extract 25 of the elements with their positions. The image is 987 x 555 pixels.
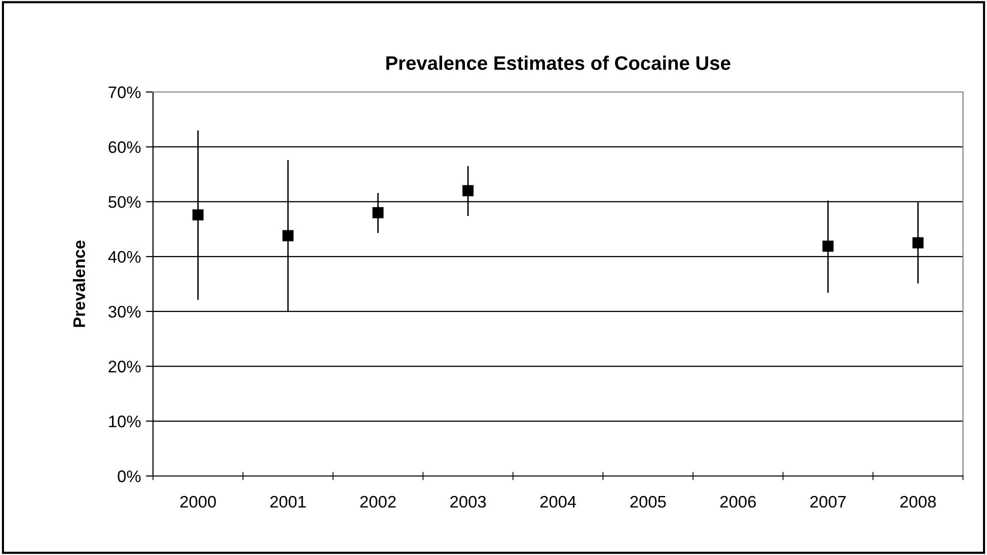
point (372, 207, 384, 218)
y-tick-label: 30% (108, 306, 141, 318)
x-tick-label: 2000 (180, 496, 216, 508)
point (822, 240, 834, 252)
x-tick-label: 2002 (360, 496, 396, 508)
y-tick-label: 10% (109, 416, 141, 428)
point (192, 209, 204, 220)
y-tick-label: 20% (108, 360, 141, 372)
x-tick-label: 2006 (720, 496, 756, 508)
y-tick-label: 50% (108, 196, 141, 208)
y-tick-label: 60% (108, 141, 141, 154)
y-tick-label: 70% (108, 86, 141, 98)
chart-title: Prevalence Estimates of Cocaine Use (386, 56, 730, 70)
point (282, 230, 294, 242)
x-tick-label: 2004 (540, 496, 576, 508)
point (462, 185, 474, 196)
y-tick-label: 40% (108, 250, 141, 263)
x-tick-label: 2003 (450, 496, 486, 508)
y-axis-title: Prevalence (72, 240, 86, 327)
point (912, 237, 924, 248)
x-tick-label: 2007 (810, 496, 846, 508)
x-tick-label: 2001 (270, 496, 306, 508)
x-tick-label: 2005 (630, 496, 666, 508)
y-tick-label: 0% (118, 470, 141, 482)
x-tick-label: 2008 (900, 496, 936, 508)
